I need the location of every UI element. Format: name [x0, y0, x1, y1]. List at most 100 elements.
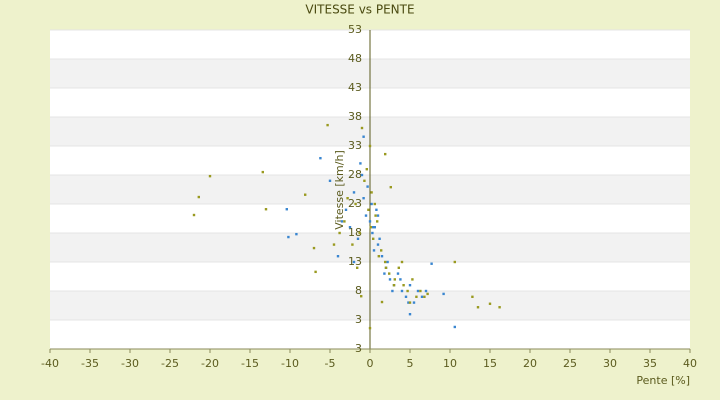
point	[208, 174, 212, 178]
x-tick-label: -15	[241, 357, 259, 370]
point	[419, 289, 422, 293]
point	[356, 237, 360, 240]
point	[411, 278, 414, 281]
y-tick-label: 43	[348, 81, 362, 94]
point	[319, 156, 322, 160]
point	[326, 123, 329, 127]
x-axis-label: Pente [%]	[636, 374, 690, 387]
y-tick-label: 53	[348, 23, 362, 36]
point	[368, 220, 372, 223]
point	[404, 295, 408, 298]
point	[476, 306, 480, 309]
point	[374, 214, 377, 217]
point	[364, 214, 368, 217]
point	[372, 226, 375, 229]
point	[384, 266, 388, 269]
y-tick-label: 8	[355, 284, 362, 297]
y-tick-label: 3	[355, 313, 362, 326]
point	[453, 325, 456, 329]
x-tick-label: -25	[161, 357, 179, 370]
point	[376, 243, 380, 246]
point	[423, 295, 426, 298]
point	[368, 326, 372, 330]
point	[384, 260, 387, 264]
x-tick-label: -5	[325, 357, 336, 370]
point	[378, 237, 381, 240]
point	[373, 202, 376, 206]
point	[287, 235, 290, 239]
point	[396, 272, 400, 275]
point	[338, 231, 341, 235]
point	[389, 185, 392, 189]
point	[352, 191, 356, 194]
point	[366, 185, 369, 188]
y-axis-label: Vitesse [km/h]	[333, 150, 346, 230]
point	[400, 289, 404, 293]
point	[336, 255, 340, 258]
y-tick-label: 48	[348, 52, 362, 65]
x-tick-label: 30	[603, 357, 617, 370]
point	[402, 284, 405, 287]
point	[359, 162, 362, 165]
y-tick-label: 33	[348, 139, 362, 152]
point	[372, 237, 375, 240]
point	[340, 220, 344, 223]
point	[400, 260, 404, 264]
point	[391, 289, 394, 293]
point	[376, 220, 379, 223]
point	[408, 301, 412, 304]
point	[488, 302, 492, 305]
y-tick-label: 3	[355, 342, 362, 355]
point	[471, 295, 474, 298]
point	[369, 226, 372, 229]
point	[375, 208, 378, 211]
point	[408, 313, 412, 316]
point	[370, 191, 373, 194]
point	[415, 295, 418, 298]
point	[384, 152, 387, 156]
y-tick-label: 38	[348, 110, 362, 123]
point	[328, 179, 332, 182]
point	[370, 202, 373, 206]
point	[388, 272, 391, 275]
point	[388, 278, 392, 281]
point	[343, 220, 346, 223]
point	[304, 193, 307, 196]
x-tick-label: 35	[643, 357, 657, 370]
point	[392, 284, 396, 287]
point	[412, 301, 416, 304]
x-tick-label: -35	[81, 357, 99, 370]
x-tick-label: 5	[407, 357, 414, 370]
point	[362, 135, 365, 138]
chart-title: VITESSE vs PENTE	[305, 3, 414, 17]
point	[285, 208, 288, 211]
x-tick-label: 0	[367, 357, 374, 370]
point	[430, 262, 433, 265]
point	[386, 260, 389, 264]
x-tick-label: 40	[683, 357, 697, 370]
point	[416, 289, 420, 293]
point	[346, 197, 349, 200]
point	[408, 284, 412, 287]
point	[351, 243, 354, 246]
point	[363, 179, 366, 182]
point	[314, 270, 317, 274]
point	[295, 232, 298, 236]
y-tick-label: 18	[348, 226, 362, 239]
point	[498, 306, 501, 309]
y-tick-label: 28	[348, 168, 362, 181]
point	[453, 260, 456, 264]
point	[358, 231, 361, 235]
point	[192, 213, 196, 217]
point	[362, 197, 365, 200]
point	[407, 301, 410, 304]
point	[354, 202, 357, 206]
point	[377, 255, 380, 258]
point	[367, 208, 370, 211]
point	[261, 170, 264, 174]
point	[348, 226, 352, 229]
point	[332, 243, 336, 246]
point	[365, 168, 368, 171]
point	[380, 249, 383, 252]
